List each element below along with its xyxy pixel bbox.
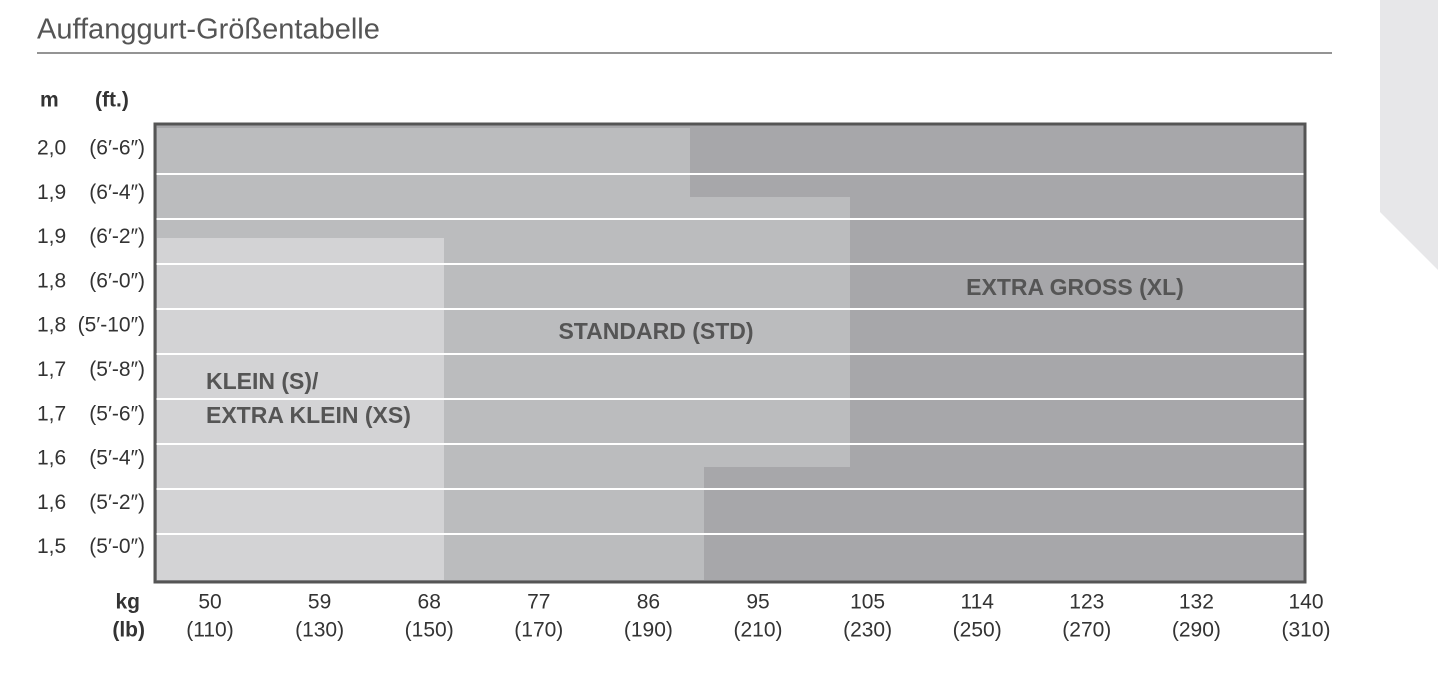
col-lb-label: (210) bbox=[733, 619, 782, 642]
col-lb-label: (130) bbox=[295, 619, 344, 642]
col-kg-label: 132 bbox=[1179, 591, 1214, 614]
small-region bbox=[157, 238, 444, 580]
col-kg-label: 68 bbox=[418, 591, 441, 614]
col-lb-label: (230) bbox=[843, 619, 892, 642]
small-label: KLEIN (S)/ bbox=[206, 368, 319, 394]
col-kg-label: 86 bbox=[637, 591, 660, 614]
row-ft-label: (5′-2″) bbox=[89, 491, 145, 514]
col-lb-label: (310) bbox=[1281, 619, 1330, 642]
row-m-label: 1,7 bbox=[37, 402, 66, 425]
lb-header: (lb) bbox=[112, 619, 145, 642]
m-header: m bbox=[40, 89, 59, 112]
small-label: EXTRA KLEIN (XS) bbox=[206, 402, 411, 428]
row-m-label: 1,6 bbox=[37, 447, 66, 470]
col-kg-label: 59 bbox=[308, 591, 331, 614]
row-ft-label: (6′-2″) bbox=[89, 225, 145, 248]
col-lb-label: (270) bbox=[1062, 619, 1111, 642]
title: Auffanggurt-Größentabelle bbox=[37, 14, 380, 46]
row-m-label: 1,9 bbox=[37, 225, 66, 248]
col-kg-label: 95 bbox=[746, 591, 769, 614]
row-ft-label: (5′-10″) bbox=[78, 314, 145, 337]
row-m-label: 1,6 bbox=[37, 491, 66, 514]
col-lb-label: (250) bbox=[953, 619, 1002, 642]
col-lb-label: (190) bbox=[624, 619, 673, 642]
side-decoration bbox=[1380, 0, 1438, 270]
col-lb-label: (110) bbox=[186, 619, 233, 642]
col-kg-label: 105 bbox=[850, 591, 885, 614]
row-ft-label: (5′-8″) bbox=[89, 358, 145, 381]
row-m-label: 1,8 bbox=[37, 269, 66, 292]
row-m-label: 1,5 bbox=[37, 535, 66, 558]
row-ft-label: (5′-4″) bbox=[89, 447, 145, 470]
std-label: STANDARD (STD) bbox=[558, 318, 753, 344]
row-lines bbox=[155, 173, 1305, 535]
ft-header: (ft.) bbox=[95, 89, 129, 112]
col-kg-label: 50 bbox=[198, 591, 221, 614]
col-lb-label: (150) bbox=[405, 619, 454, 642]
row-m-label: 1,8 bbox=[37, 314, 66, 337]
col-kg-label: 123 bbox=[1069, 591, 1104, 614]
chart-frame bbox=[153, 122, 1307, 584]
row-ft-label: (6′-4″) bbox=[89, 181, 145, 204]
row-ft-label: (5′-0″) bbox=[89, 535, 145, 558]
row-ft-label: (5′-6″) bbox=[89, 402, 145, 425]
row-ft-label: (6′-0″) bbox=[89, 269, 145, 292]
row-m-label: 2,0 bbox=[37, 137, 66, 160]
col-lb-label: (290) bbox=[1172, 619, 1221, 642]
row-ft-label: (6′-6″) bbox=[89, 137, 145, 160]
kg-header: kg bbox=[115, 591, 140, 614]
row-m-label: 1,9 bbox=[37, 181, 66, 204]
col-kg-label: 77 bbox=[527, 591, 550, 614]
xl-label: EXTRA GROSS (XL) bbox=[966, 274, 1184, 300]
row-m-label: 1,7 bbox=[37, 358, 66, 381]
col-kg-label: 140 bbox=[1288, 591, 1323, 614]
col-lb-label: (170) bbox=[514, 619, 563, 642]
col-kg-label: 114 bbox=[960, 591, 994, 614]
